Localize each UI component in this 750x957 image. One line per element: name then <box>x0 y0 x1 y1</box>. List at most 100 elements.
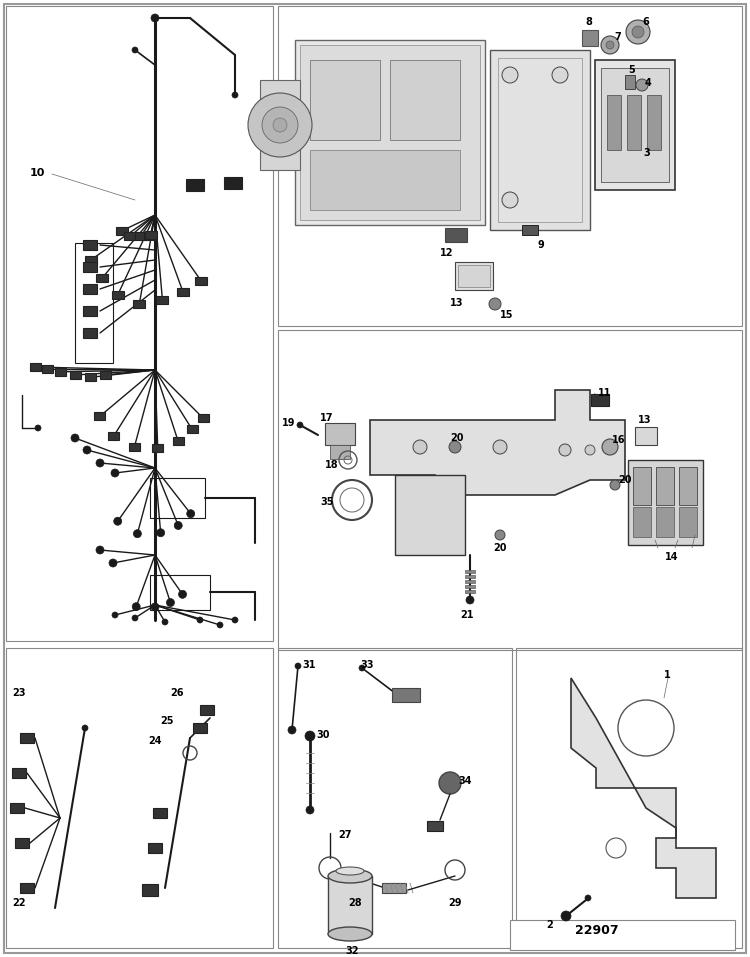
Bar <box>135 233 147 240</box>
Bar <box>134 300 146 307</box>
Bar <box>29 363 40 371</box>
Circle shape <box>610 480 620 490</box>
Bar <box>679 507 697 537</box>
Bar <box>656 467 674 505</box>
Bar <box>83 284 97 294</box>
Bar <box>96 274 108 281</box>
Bar <box>628 460 703 545</box>
Circle shape <box>197 617 203 623</box>
Bar <box>490 50 590 230</box>
Bar <box>445 228 467 242</box>
Circle shape <box>157 529 165 537</box>
Bar <box>278 330 742 650</box>
Text: 34: 34 <box>458 776 472 786</box>
Circle shape <box>585 895 591 901</box>
Text: 21: 21 <box>460 610 473 620</box>
Ellipse shape <box>336 867 364 875</box>
Text: 32: 32 <box>345 946 358 956</box>
Circle shape <box>288 726 296 734</box>
Text: 33: 33 <box>360 660 374 670</box>
Bar <box>633 507 651 537</box>
Circle shape <box>132 603 140 611</box>
Text: 18: 18 <box>325 460 339 470</box>
Bar <box>392 688 420 702</box>
Circle shape <box>96 459 104 467</box>
Text: 9: 9 <box>537 240 544 250</box>
Bar <box>390 60 460 140</box>
Bar <box>633 467 651 505</box>
Bar <box>300 45 480 220</box>
Circle shape <box>82 725 88 731</box>
Text: 1: 1 <box>664 670 670 680</box>
Bar <box>129 443 140 452</box>
Ellipse shape <box>328 869 372 883</box>
Text: 28: 28 <box>348 898 361 908</box>
Bar <box>465 570 475 573</box>
Circle shape <box>606 41 614 49</box>
Text: 14: 14 <box>665 552 679 562</box>
Bar <box>328 876 372 934</box>
Bar <box>330 445 350 459</box>
Bar <box>20 733 34 743</box>
Bar <box>595 60 675 190</box>
Circle shape <box>359 665 365 671</box>
Circle shape <box>187 510 195 518</box>
Circle shape <box>151 14 159 22</box>
Bar <box>679 467 697 505</box>
Circle shape <box>601 36 619 54</box>
Circle shape <box>96 546 104 554</box>
Text: 11: 11 <box>598 388 611 398</box>
Bar <box>647 95 661 150</box>
Bar <box>83 306 97 316</box>
Bar <box>94 412 105 420</box>
Text: 15: 15 <box>500 310 514 320</box>
Text: 24: 24 <box>148 736 161 746</box>
Circle shape <box>111 469 119 477</box>
Circle shape <box>162 619 168 625</box>
Bar <box>625 75 635 89</box>
Bar <box>145 232 157 239</box>
Bar <box>455 262 493 290</box>
Circle shape <box>606 838 626 858</box>
Bar <box>382 883 406 893</box>
Bar <box>15 838 29 848</box>
Circle shape <box>174 522 182 529</box>
Bar <box>20 883 34 893</box>
Circle shape <box>561 911 571 921</box>
Circle shape <box>295 663 301 669</box>
Circle shape <box>297 422 303 428</box>
Text: 20: 20 <box>450 433 464 443</box>
Text: 2: 2 <box>546 920 553 930</box>
Circle shape <box>232 92 238 98</box>
Bar <box>83 328 97 338</box>
Bar <box>458 265 490 287</box>
Polygon shape <box>395 475 465 555</box>
Text: 3: 3 <box>643 148 650 158</box>
Bar <box>6 648 273 948</box>
Bar <box>498 58 582 222</box>
Text: 8: 8 <box>585 17 592 27</box>
Circle shape <box>114 517 122 525</box>
Bar <box>516 648 742 948</box>
Circle shape <box>585 445 595 455</box>
Bar <box>150 575 210 610</box>
Bar <box>186 179 204 191</box>
Circle shape <box>109 559 117 567</box>
Circle shape <box>166 598 175 607</box>
Bar <box>70 371 80 379</box>
Bar <box>310 150 460 210</box>
Text: 20: 20 <box>618 475 632 485</box>
Circle shape <box>134 529 142 538</box>
Circle shape <box>217 622 223 628</box>
Circle shape <box>262 107 298 143</box>
Text: 7: 7 <box>614 32 621 42</box>
Bar <box>260 80 300 170</box>
Circle shape <box>495 530 505 540</box>
Text: 27: 27 <box>338 830 352 840</box>
Bar <box>124 232 136 240</box>
Bar <box>325 423 355 445</box>
Text: 16: 16 <box>612 435 626 445</box>
Circle shape <box>305 731 315 741</box>
Text: 4: 4 <box>645 78 652 88</box>
Bar <box>310 60 380 140</box>
